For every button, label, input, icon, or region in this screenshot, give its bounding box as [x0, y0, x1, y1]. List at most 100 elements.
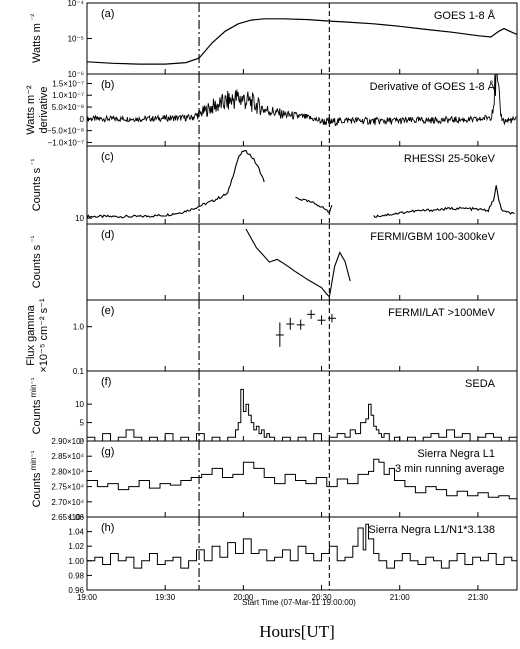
y-tick-label: 2.75×10⁴ [51, 483, 84, 492]
panel-plot-area [87, 388, 517, 441]
x-tick-label: 20:00 [233, 593, 254, 602]
y-tick-label: 1.0 [73, 323, 85, 332]
panel-title: RHESSI 25-50keV [404, 153, 496, 165]
y-axis-label-text: Counts s ⁻¹ [29, 158, 43, 211]
y-axis-label-line: ×10⁻⁵ cm⁻² s⁻¹ [38, 298, 50, 373]
panel-plot-area [87, 150, 515, 219]
panel-plot-area [87, 18, 517, 65]
series-step-line [87, 523, 517, 569]
series-line [87, 18, 517, 65]
y-axis-label-line: Watts m [31, 23, 43, 63]
y-axis-label: Flux gamma×10⁻⁵ cm⁻² s⁻¹ [25, 298, 50, 373]
x-axis-note: Start Time (07-Mar-11 19:00:00) [242, 598, 356, 607]
y-axis-label: Counts s ⁻¹ [29, 235, 43, 288]
y-tick-label: 1.00 [68, 557, 84, 566]
y-tick-label: 0 [80, 437, 85, 446]
y-tick-label: 0.1 [73, 367, 85, 376]
y-axis-label: Counts s ⁻¹ [29, 158, 43, 211]
y-tick-label: 2.80×10⁴ [51, 467, 84, 476]
y-tick-label: 10⁻⁶ [68, 70, 84, 79]
y-tick-label: 10 [75, 214, 84, 223]
y-tick-label: 0.98 [68, 571, 84, 580]
y-axis-label-text: Flux gamma×10⁻⁵ cm⁻² s⁻¹ [25, 298, 50, 373]
y-tick-label: 5.0×10⁻⁸ [52, 103, 84, 112]
panel-e: 1.0 0.1 (e) FERMI/LAT >100MeV Flux gamma×10⁻… [25, 298, 518, 376]
y-axis-label-line: Counts [31, 472, 43, 507]
y-tick-label: 2.65×10⁴ [51, 513, 84, 522]
y-tick-label: 0.96 [68, 586, 84, 595]
panel-plot-area [245, 228, 351, 298]
y-axis-label-line: ⁻¹ [29, 158, 38, 167]
y-tick-label: 5 [80, 419, 85, 428]
y-axis-label-text: Watts m ⁻² [29, 14, 43, 63]
panel-label: (g) [101, 446, 114, 458]
panel-frame [86, 516, 518, 591]
x-axis-label: Hours[UT] [259, 622, 335, 641]
series-segment [245, 228, 351, 298]
y-axis-label-text: Counts min⁻¹ [29, 450, 43, 507]
panel-b: 1.5×10⁻⁷ 1.0×10⁻⁷ 5.0×10⁻⁸ 0 −5.0×10⁻⁸ −1.0×1… [25, 73, 518, 147]
panel-c: 10 (c) RHESSI 25-50keV Counts s ⁻¹ [29, 145, 518, 225]
y-axis-label-line: derivative [38, 86, 50, 133]
panel-g: 2.90×10⁴ 2.85×10⁴ 2.80×10⁴ 2.75×10⁴ 2.70×10⁴… [29, 437, 518, 522]
panel-label: (a) [101, 8, 114, 20]
panel-label: (f) [101, 376, 111, 388]
y-tick-label: 1.0×10⁻⁷ [52, 91, 84, 100]
y-axis-label-line: min⁻¹ [29, 450, 38, 472]
y-axis-label-line: Flux gamma [25, 304, 37, 365]
panel-title: FERMI/LAT >100MeV [388, 307, 496, 319]
y-axis-label-line: Counts s [31, 167, 43, 211]
y-tick-label: 10 [75, 400, 84, 409]
y-axis-label: Counts min⁻¹ [29, 377, 43, 434]
panel-title: Derivative of GOES 1-8 Å [370, 80, 496, 93]
panels-layer: 10⁻⁴ 10⁻⁵ 10⁻⁶ (a) GOES 1-8 Å Watts m ⁻² 1.5×1… [25, 0, 518, 595]
panel-plot-area [87, 523, 517, 569]
y-tick-label: 1.02 [68, 542, 84, 551]
y-tick-label: 10⁻⁴ [67, 0, 84, 8]
panel-label: (e) [101, 305, 114, 317]
x-tick-label: 21:30 [468, 593, 489, 602]
y-axis-label-line: ⁻² [29, 14, 38, 23]
panel-label: (b) [101, 79, 114, 91]
y-tick-label: 2.90×10⁴ [51, 437, 84, 446]
y-tick-label: 2.85×10⁴ [51, 452, 84, 461]
panel-title: Sierra Negra L1 [417, 448, 495, 460]
y-axis-label-line: Counts s [31, 244, 43, 288]
series-segment [373, 185, 515, 218]
panel-title: FERMI/GBM 100-300keV [370, 231, 495, 243]
y-tick-label: 1.5×10⁻⁷ [52, 79, 84, 88]
y-axis-label-text: Counts s ⁻¹ [29, 235, 43, 288]
x-tick-label: 21:00 [390, 593, 411, 602]
series-step-line [87, 388, 517, 441]
y-axis-label: Watts m ⁻² [29, 14, 43, 63]
y-axis-label-line: min⁻¹ [29, 377, 38, 399]
panel-label: (c) [101, 151, 114, 163]
y-axis-label-line: Watts m⁻² [25, 85, 37, 135]
panel-d: (d) FERMI/GBM 100-300keV Counts s ⁻¹ [29, 223, 518, 301]
y-axis-label-text: Counts min⁻¹ [29, 377, 43, 434]
panel-label: (h) [101, 522, 114, 534]
series-line [87, 74, 517, 127]
x-tick-label: 20:30 [312, 593, 333, 602]
y-axis-label: Watts m⁻²derivative [25, 85, 50, 135]
x-axis: Start Time (07-Mar-11 19:00:00) Hours[UT… [77, 593, 488, 641]
y-axis-label: Counts min⁻¹ [29, 450, 43, 507]
series-segment [87, 150, 265, 219]
panel-subtitle: 3 min running average [395, 463, 504, 475]
panel-title: SEDA [465, 378, 496, 390]
y-axis-label-text: Watts m⁻²derivative [25, 85, 50, 135]
series-segment [295, 196, 333, 214]
y-tick-label: −1.0×10⁻⁷ [48, 138, 85, 147]
series-step-line [87, 458, 517, 500]
y-tick-label: 2.70×10⁴ [51, 498, 84, 507]
y-tick-label: 0 [80, 115, 85, 124]
x-tick-label: 19:30 [155, 593, 176, 602]
y-tick-label: 1.06 [68, 513, 84, 522]
panel-title: GOES 1-8 Å [434, 9, 496, 22]
y-axis-label-line: ⁻¹ [29, 235, 38, 244]
panel-plot-area [87, 458, 517, 500]
y-tick-label: 1.04 [68, 528, 84, 537]
panel-h: 1.06 1.04 1.02 1.00 0.98 0.96 (h) Sierra Negra … [68, 513, 518, 595]
panel-plot-area [87, 74, 517, 127]
